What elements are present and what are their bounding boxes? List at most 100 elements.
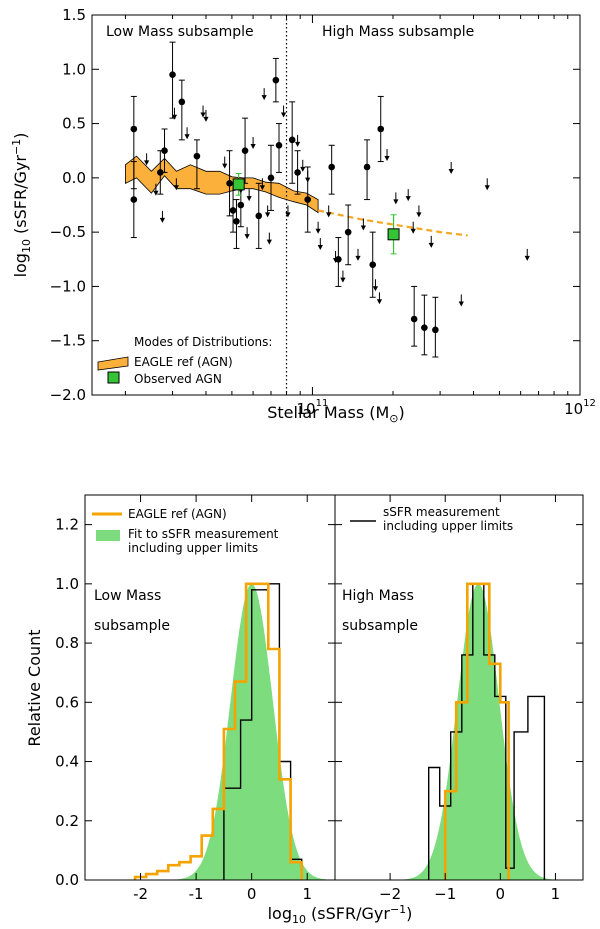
detection-point	[169, 71, 176, 79]
upper-limit-arrowhead	[265, 212, 271, 218]
low-mass-hist-annotation-2: subsample	[94, 618, 170, 634]
upper-limit-arrowhead	[305, 177, 311, 183]
low-x-tick-label: -1	[189, 885, 204, 903]
upper-limit-arrowhead	[376, 299, 383, 305]
bottom-y-axis-label: Relative Count	[25, 629, 44, 746]
eagle-band-layer	[125, 155, 319, 214]
y-tick-label: 0.5	[62, 115, 86, 133]
upper-limit-arrowhead	[300, 166, 306, 172]
low-gaussian-fit	[85, 583, 335, 880]
detection-point	[304, 196, 311, 203]
y-tick-label: −2.0	[50, 386, 86, 404]
detection-point	[161, 147, 168, 155]
upper-limit-arrowhead	[250, 144, 256, 150]
detection-point	[335, 255, 342, 263]
upper-limit-arrowhead	[266, 239, 272, 245]
upper-limit-arrowhead	[355, 255, 361, 261]
hist-y-tick-label: 0.8	[55, 634, 79, 652]
y-tick-label: −1.0	[50, 277, 86, 295]
observed-agn-marker	[387, 228, 400, 241]
high-mass-hist-annotation-2: subsample	[342, 618, 418, 634]
y-tick-label: 1.0	[62, 60, 86, 78]
high-x-tick-label: 1	[551, 885, 561, 903]
detection-point	[255, 212, 263, 220]
detection-point	[288, 136, 296, 144]
hist-y-tick-label: 0.4	[55, 753, 79, 771]
high-mass-annotation: High Mass subsample	[322, 24, 474, 40]
high-mass-histogram	[335, 582, 583, 880]
legend-obs-label-line2: including upper limits	[383, 519, 513, 533]
upper-limit-arrowhead	[261, 95, 267, 101]
upper-limit-arrowhead	[405, 196, 411, 202]
low-mass-histogram	[85, 582, 335, 880]
y-tick-label: −1.5	[50, 332, 86, 350]
low-eagle-histogram	[133, 582, 303, 880]
y-tick-label: −0.5	[50, 223, 86, 241]
upper-limit-arrowhead	[484, 185, 490, 191]
high-x-tick-label: −1	[434, 885, 456, 903]
upper-limit-arrowhead	[340, 277, 346, 283]
upper-limit-arrowhead	[259, 185, 265, 191]
upper-limit-arrowhead	[246, 196, 252, 202]
low-x-tick-label: 1	[302, 885, 312, 903]
upper-limit-arrowhead	[144, 160, 150, 166]
legend-fit-label-line2: including upper limits	[128, 541, 258, 555]
low-mass-hist-annotation-1: Low Mass	[94, 588, 161, 604]
detection-point	[421, 324, 428, 331]
legend-eagle-label: EAGLE ref (AGN)	[134, 355, 233, 369]
detection-point	[344, 228, 352, 236]
eagle-ref-band	[125, 155, 319, 214]
upper-limit-arrowhead	[317, 245, 323, 250]
legend-eagle-hist-label: EAGLE ref (AGN)	[128, 507, 227, 521]
high-eagle-histogram	[443, 582, 510, 880]
high-x-tick-label: 0	[496, 885, 506, 903]
upper-limit-arrowhead	[524, 255, 530, 261]
top-points-layer	[130, 41, 530, 358]
upper-limit-arrowhead	[448, 169, 454, 174]
detection-point	[294, 169, 301, 176]
hist-y-tick-label: 1.2	[55, 516, 79, 534]
x-tick-label-1e12: 1012	[564, 398, 596, 418]
detection-point	[369, 261, 377, 269]
detection-point	[272, 76, 280, 84]
upper-limit-arrowhead	[326, 212, 332, 218]
upper-limit-arrowhead	[173, 185, 179, 191]
legend-obs-label-line1: sSFR measurement	[383, 505, 500, 519]
detection-point	[237, 201, 245, 209]
y-tick-label: 1.5	[62, 6, 86, 24]
detection-point	[157, 169, 164, 176]
detection-point	[178, 98, 186, 106]
detection-point	[328, 163, 335, 171]
upper-limit-arrowhead	[416, 212, 422, 218]
hist-y-tick-label: 0.0	[55, 871, 79, 889]
hist-y-tick-label: 0.2	[55, 812, 79, 830]
upper-limit-arrowhead	[285, 212, 291, 218]
upper-limit-arrowhead	[159, 217, 166, 223]
low-mass-annotation: Low Mass subsample	[106, 24, 254, 40]
upper-limit-arrowhead	[294, 141, 301, 147]
bottom-panel-histograms: 0.0 0.2 0.4 0.6 0.8 1.0 1.2 -2 -1 0 1 −2 −1 0 1 EAGLE …	[25, 494, 584, 926]
detection-point	[130, 125, 138, 133]
detection-point	[226, 179, 233, 187]
high-x-tick-label: −2	[379, 885, 401, 903]
eagle-ref-dashed-line	[317, 209, 468, 237]
legend-fit-label-line1: Fit to sSFR measurement	[128, 527, 279, 541]
top-panel-mass-vs-ssfr: −2.0 −1.5 −1.0 −0.5 0.0 0.5 1.0 1.5 Low Mass su…	[10, 6, 596, 425]
upper-limit-arrowhead	[410, 228, 416, 234]
eagle-dashed-layer	[317, 209, 468, 237]
bottom-x-axis-label: log10 (sSFR/Gyr−1)	[268, 903, 413, 926]
high-mass-hist-annotation-1: High Mass	[342, 588, 414, 604]
y-tick-label: 0.0	[62, 169, 86, 187]
high-mass-frame	[334, 494, 584, 881]
upper-limit-arrowhead	[171, 114, 178, 120]
top-y-axis-label: log10 (sSFR/Gyr−1)	[10, 133, 33, 278]
upper-limit-arrowhead	[153, 190, 159, 196]
detection-point	[275, 141, 283, 149]
detection-point	[377, 125, 385, 133]
top-ticks-layer: −2.0 −1.5 −1.0 −0.5 0.0 0.5 1.0 1.5	[50, 6, 581, 404]
upper-limit-arrowhead	[280, 112, 287, 118]
top-x-axis-label: Stellar Mass (M⊙)	[267, 403, 405, 425]
bottom-ticks-layer: 0.0 0.2 0.4 0.6 0.8 1.0 1.2 -2 -1 0 1 −2 −1 0 1	[55, 495, 583, 903]
detection-point	[363, 163, 371, 171]
